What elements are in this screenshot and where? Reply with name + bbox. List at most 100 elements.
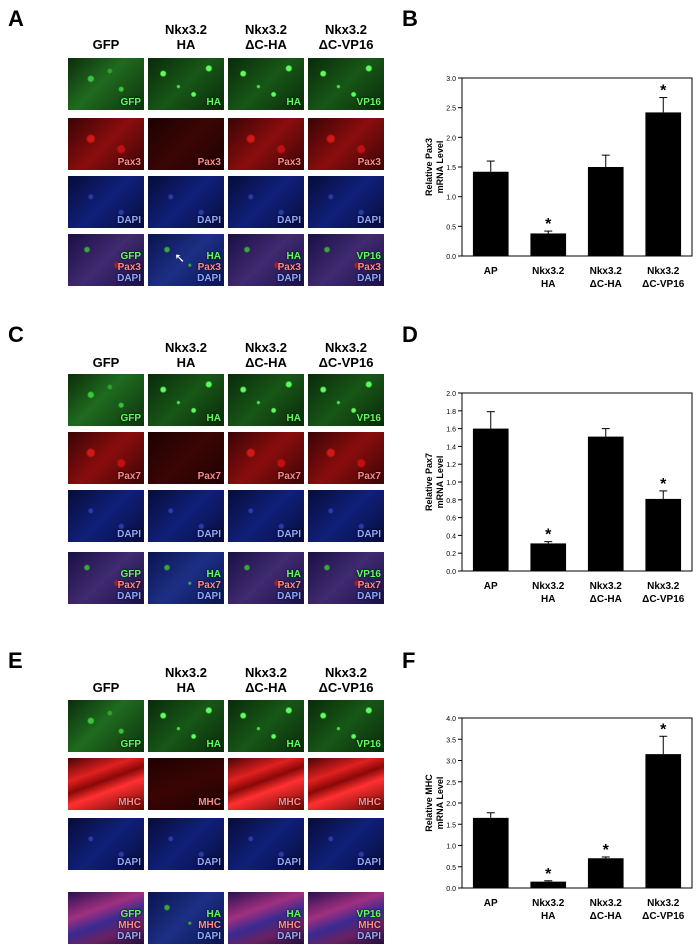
micrograph-label: HA (207, 413, 221, 424)
micrograph-a-r2-c2: DAPI (228, 176, 304, 228)
significance-star: * (545, 866, 552, 883)
stain-label: HA (206, 251, 221, 262)
stain-label: Pax3 (277, 157, 301, 168)
y-axis-label-line: Relative Pax3 (424, 138, 434, 196)
stain-label: GFP (120, 97, 141, 108)
micrograph-label: HA Pax3 DAPI (197, 251, 221, 284)
micrograph-a-r3-c3: VP16 Pax3 DAPI (308, 234, 384, 286)
x-category-label: Nkx3.2 (532, 266, 565, 277)
stain-label: HA (286, 569, 301, 580)
column-header-line2: ΔC-VP16 (318, 680, 374, 695)
micrograph-label: GFP MHC DAPI (117, 909, 141, 942)
stain-label: DAPI (277, 529, 301, 540)
bar (472, 428, 509, 571)
y-tick-label: 1.0 (446, 195, 456, 202)
stain-label: HA (286, 909, 301, 920)
stain-label: MHC (118, 920, 141, 931)
significance-star: * (660, 83, 667, 100)
stain-label: HA (206, 97, 221, 108)
stain-label: DAPI (277, 857, 301, 868)
column-header-line1: Nkx3.2 (165, 22, 207, 37)
column-header-line1: Nkx3.2 (245, 22, 287, 37)
micrograph-label: HA Pax7 DAPI (277, 569, 301, 602)
chart-d-pax7: 0.0 0.2 0.4 0.6 0.8 1.0 1.2 1.4 1.6 1.8 2.0 Relativ… (424, 391, 693, 605)
column-header-e-3: Nkx3.2 ΔC-VP16 (306, 665, 386, 695)
significance-star: * (545, 527, 552, 544)
y-tick-label: 1.2 (446, 462, 456, 469)
x-category-label: Nkx3.2 (590, 898, 623, 909)
x-category-label: ΔC-HA (590, 911, 622, 922)
stain-label: HA (286, 97, 301, 108)
y-tick-label: 4.0 (446, 716, 456, 723)
y-axis-label: Relative Pax7mRNA Level (424, 453, 445, 511)
stain-label: Pax3 (277, 262, 301, 273)
stain-label: DAPI (277, 931, 301, 942)
micrograph-e-r2-c0: DAPI (68, 818, 144, 870)
micrograph-a-r3-c0: GFP Pax3 DAPI (68, 234, 144, 286)
y-tick-label: 2.5 (446, 106, 456, 113)
micrograph-a-r1-c2: Pax3 (228, 118, 304, 170)
x-category-label: ΔC-VP16 (642, 911, 685, 922)
stain-label: VP16 (356, 739, 381, 750)
stain-label: MHC (278, 797, 301, 808)
bar (645, 498, 682, 571)
micrograph-label: HA (287, 97, 301, 108)
bar (472, 171, 509, 256)
y-tick-label: 0.5 (446, 865, 456, 872)
column-header-line1: GFP (92, 355, 120, 370)
micrograph-e-r0-c1: HA (148, 700, 224, 752)
micrograph-label: DAPI (117, 857, 141, 868)
micrograph-a-r0-c0: GFP (68, 58, 144, 110)
bar (530, 881, 567, 888)
x-category-label: AP (484, 266, 498, 277)
stain-label: Pax7 (357, 471, 381, 482)
micrograph-label: GFP (120, 413, 141, 424)
x-category-label: AP (484, 898, 498, 909)
stain-label: GFP (120, 909, 141, 920)
y-tick-label: 0.5 (446, 224, 456, 231)
y-tick-label: 2.0 (446, 135, 456, 142)
stain-label: DAPI (117, 931, 141, 942)
y-axis-label-line: Relative MHC (424, 774, 434, 832)
column-header-line1: Nkx3.2 (165, 340, 207, 355)
significance-star: * (545, 216, 552, 233)
x-category-label: Nkx3.2 (590, 266, 623, 277)
micrograph-e-r2-c1: DAPI (148, 818, 224, 870)
y-tick-label: 1.0 (446, 480, 456, 487)
column-header-e-2: Nkx3.2 ΔC-HA (226, 665, 306, 695)
micrograph-label: Pax3 (118, 157, 141, 168)
column-header-c-0: GFP (66, 355, 146, 370)
micrograph-label: DAPI (197, 857, 221, 868)
x-category-label: Nkx3.2 (532, 898, 565, 909)
y-tick-label: 0.0 (446, 569, 456, 576)
micrograph-label: DAPI (357, 529, 381, 540)
micrograph-label: HA (207, 739, 221, 750)
y-tick-label: 1.8 (446, 409, 456, 416)
stain-label: GFP (120, 251, 141, 262)
panel-letter-a: A (8, 6, 24, 31)
micrograph-label: Pax7 (278, 471, 301, 482)
micrograph-a-r0-c3: VP16 (308, 58, 384, 110)
stain-label: Pax7 (117, 580, 141, 591)
micrograph-label: GFP Pax3 DAPI (117, 251, 141, 284)
stain-label: DAPI (197, 215, 221, 226)
stain-label: Pax7 (277, 580, 301, 591)
column-header-a-3: Nkx3.2 ΔC-VP16 (306, 22, 386, 52)
stain-label: HA (206, 909, 221, 920)
y-tick-label: 2.0 (446, 391, 456, 398)
stain-label: HA (286, 251, 301, 262)
micrograph-c-r1-c3: Pax7 (308, 432, 384, 484)
column-header-line1: Nkx3.2 (325, 22, 367, 37)
micrograph-e-r3-c2: HA MHC DAPI (228, 892, 304, 944)
micrograph-label: DAPI (277, 215, 301, 226)
micrograph-c-r1-c1: Pax7 (148, 432, 224, 484)
micrograph-e-r2-c2: DAPI (228, 818, 304, 870)
y-axis-label-line: mRNA Level (435, 777, 445, 830)
micrograph-e-r1-c1: MHC (148, 758, 224, 810)
micrograph-c-r3-c2: HA Pax7 DAPI (228, 552, 304, 604)
column-header-c-2: Nkx3.2 ΔC-HA (226, 340, 306, 370)
chart-f-mhc: 0.0 0.5 1.0 1.5 2.0 2.5 3.0 3.5 4.0 Relative MHCm… (424, 716, 693, 922)
column-header-line2: HA (176, 37, 196, 52)
stain-label: Pax3 (357, 262, 381, 273)
stain-label: DAPI (117, 215, 141, 226)
